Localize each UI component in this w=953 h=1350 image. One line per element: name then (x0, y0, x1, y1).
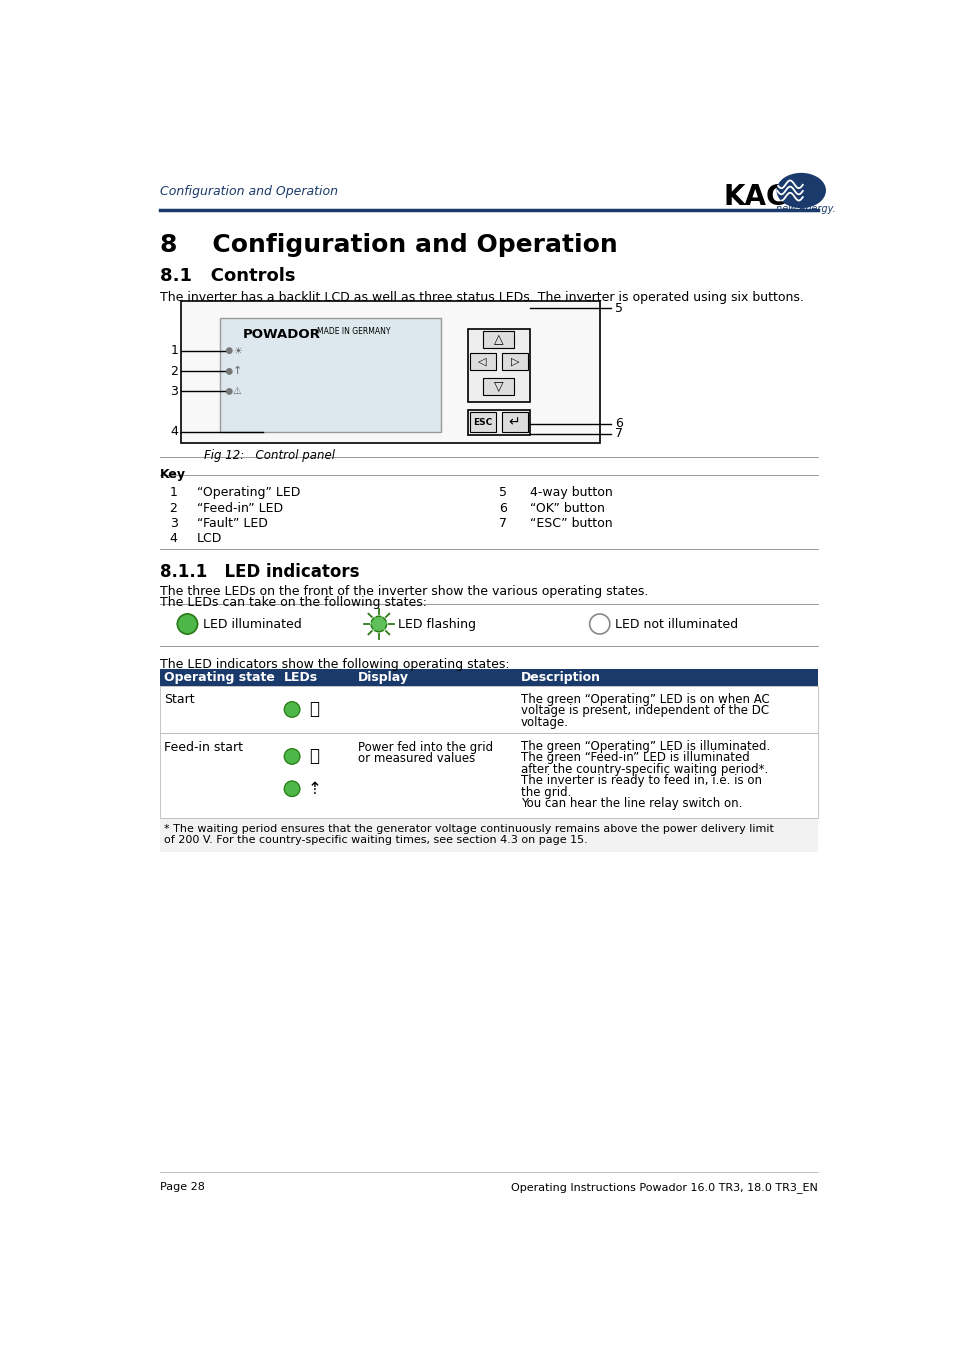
FancyBboxPatch shape (159, 733, 818, 818)
Text: ⚠: ⚠ (233, 386, 241, 397)
Text: ◁: ◁ (478, 356, 486, 366)
Text: Display: Display (357, 671, 409, 683)
Text: △: △ (494, 333, 503, 347)
Text: Operating Instructions Powador 16.0 TR3, 18.0 TR3_EN: Operating Instructions Powador 16.0 TR3,… (511, 1183, 818, 1193)
Text: LEDs: LEDs (284, 671, 318, 683)
Circle shape (177, 614, 197, 634)
Text: new energy.: new energy. (776, 204, 836, 215)
Text: 2: 2 (170, 364, 178, 378)
Text: of 200 V. For the country-specific waiting times, see section 4.3 on page 15.: of 200 V. For the country-specific waiti… (164, 836, 587, 845)
Text: 4: 4 (170, 425, 178, 437)
Text: ⏻: ⏻ (309, 701, 319, 718)
Text: 7: 7 (498, 517, 506, 531)
Text: or measured values: or measured values (357, 752, 475, 765)
Circle shape (371, 617, 386, 632)
Text: The LED indicators show the following operating states:: The LED indicators show the following op… (159, 657, 509, 671)
Text: LED not illuminated: LED not illuminated (615, 617, 738, 630)
Text: The green “Operating” LED is on when AC: The green “Operating” LED is on when AC (520, 694, 769, 706)
FancyBboxPatch shape (483, 378, 514, 394)
Text: 8    Configuration and Operation: 8 Configuration and Operation (159, 232, 617, 256)
Text: ↑: ↑ (233, 366, 241, 377)
Circle shape (284, 782, 299, 796)
Text: voltage is present, independent of the DC: voltage is present, independent of the D… (520, 705, 768, 717)
Text: Feed-in start: Feed-in start (164, 741, 243, 755)
Text: LED flashing: LED flashing (397, 617, 476, 630)
Text: ↵: ↵ (508, 416, 519, 429)
Text: 6: 6 (615, 417, 622, 431)
Circle shape (284, 702, 299, 717)
Text: You can hear the line relay switch on.: You can hear the line relay switch on. (520, 798, 741, 810)
Text: 1: 1 (170, 344, 178, 358)
Text: after the country-specific waiting period*.: after the country-specific waiting perio… (520, 763, 767, 776)
FancyBboxPatch shape (470, 412, 496, 432)
Circle shape (227, 348, 232, 354)
Text: 3: 3 (170, 385, 178, 398)
Text: 8.1   Controls: 8.1 Controls (159, 267, 294, 285)
FancyBboxPatch shape (469, 352, 496, 370)
Text: The LEDs can take on the following states:: The LEDs can take on the following state… (159, 597, 426, 609)
Text: 6: 6 (498, 502, 506, 514)
Text: The inverter is ready to feed in, i.e. is on: The inverter is ready to feed in, i.e. i… (520, 774, 760, 787)
Circle shape (284, 749, 299, 764)
Text: KACO: KACO (723, 182, 810, 211)
Ellipse shape (777, 174, 824, 208)
Text: POWADOR: POWADOR (243, 328, 321, 340)
FancyBboxPatch shape (483, 331, 514, 348)
Text: The inverter has a backlit LCD as well as three status LEDs. The inverter is ope: The inverter has a backlit LCD as well a… (159, 290, 802, 304)
FancyBboxPatch shape (501, 412, 527, 432)
Text: ⏻: ⏻ (309, 748, 319, 765)
Text: ▽: ▽ (494, 379, 503, 393)
Text: ☀: ☀ (233, 346, 241, 355)
FancyBboxPatch shape (159, 668, 818, 686)
Text: Page 28: Page 28 (159, 1183, 204, 1192)
Text: ▷: ▷ (511, 356, 519, 366)
Text: voltage.: voltage. (520, 716, 568, 729)
Text: 1: 1 (170, 486, 177, 500)
Text: Fig 12:   Control panel: Fig 12: Control panel (204, 450, 335, 462)
FancyBboxPatch shape (501, 352, 528, 370)
FancyBboxPatch shape (181, 301, 599, 443)
Text: LCD: LCD (196, 532, 222, 545)
Text: “Fault” LED: “Fault” LED (196, 517, 268, 531)
FancyBboxPatch shape (468, 329, 530, 402)
Text: ESC: ESC (473, 417, 492, 427)
Text: The green “Feed-in” LED is illuminated: The green “Feed-in” LED is illuminated (520, 751, 749, 764)
Text: Operating state: Operating state (164, 671, 274, 683)
Text: Start: Start (164, 694, 194, 706)
Text: 5: 5 (498, 486, 506, 500)
Text: Description: Description (520, 671, 600, 683)
Text: 2: 2 (170, 502, 177, 514)
Text: “ESC” button: “ESC” button (530, 517, 612, 531)
Text: MADE IN GERMANY: MADE IN GERMANY (316, 327, 390, 336)
Text: 5: 5 (615, 302, 622, 315)
Text: “OK” button: “OK” button (530, 502, 604, 514)
Circle shape (227, 369, 232, 374)
Text: The green “Operating” LED is illuminated.: The green “Operating” LED is illuminated… (520, 740, 769, 752)
Text: Power fed into the grid: Power fed into the grid (357, 741, 493, 755)
Text: Configuration and Operation: Configuration and Operation (159, 185, 337, 198)
Text: 4: 4 (170, 532, 177, 545)
Text: “Operating” LED: “Operating” LED (196, 486, 300, 500)
Text: the grid.: the grid. (520, 786, 571, 799)
Text: Key: Key (159, 467, 185, 481)
FancyBboxPatch shape (220, 317, 440, 432)
Text: “Feed-in” LED: “Feed-in” LED (196, 502, 283, 514)
Text: 3: 3 (170, 517, 177, 531)
Text: 8.1.1   LED indicators: 8.1.1 LED indicators (159, 563, 358, 580)
Circle shape (589, 614, 609, 634)
Text: 4-way button: 4-way button (530, 486, 612, 500)
FancyBboxPatch shape (159, 818, 818, 852)
Text: LED illuminated: LED illuminated (203, 617, 301, 630)
Circle shape (227, 389, 232, 394)
Text: The three LEDs on the front of the inverter show the various operating states.: The three LEDs on the front of the inver… (159, 585, 647, 598)
Text: * The waiting period ensures that the generator voltage continuously remains abo: * The waiting period ensures that the ge… (164, 825, 773, 834)
FancyBboxPatch shape (468, 410, 530, 435)
Text: ⇡: ⇡ (307, 780, 321, 798)
FancyBboxPatch shape (159, 686, 818, 733)
Text: 7: 7 (615, 428, 622, 440)
